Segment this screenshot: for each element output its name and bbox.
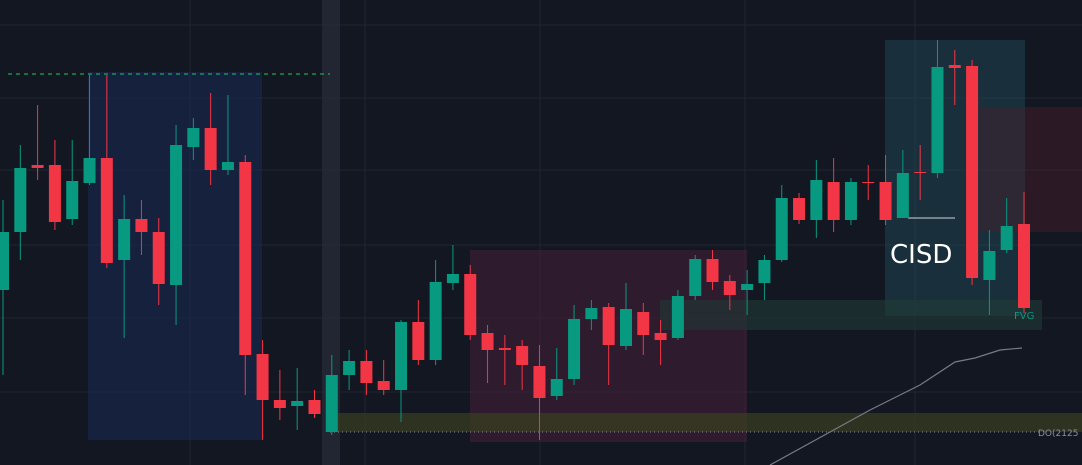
candle-body	[187, 128, 200, 147]
candle-body	[758, 260, 771, 283]
indicator-line	[769, 347, 1023, 465]
candle-body	[568, 319, 581, 379]
candle-body	[775, 198, 788, 260]
candle-body	[100, 158, 113, 263]
candle-body	[221, 162, 234, 170]
candle-body	[654, 333, 667, 340]
candle-body	[931, 67, 944, 173]
candle-body	[0, 232, 9, 290]
cisd-label: CISD	[890, 240, 952, 270]
candle-body	[498, 348, 511, 350]
candle-body	[741, 284, 754, 290]
candle-body	[31, 165, 44, 168]
candle-body	[896, 173, 909, 218]
candle-body	[464, 274, 477, 335]
candle-body	[637, 312, 650, 335]
candle-body	[810, 180, 823, 220]
candle-body	[844, 182, 857, 220]
candle-body	[862, 182, 875, 183]
candle-body	[395, 322, 408, 390]
candle-body	[14, 168, 27, 232]
candle-body	[360, 361, 373, 383]
fvg-box	[660, 300, 1042, 330]
candles	[0, 40, 1030, 440]
zone-box	[980, 107, 1082, 232]
candle-body	[619, 309, 632, 346]
candle-body	[273, 400, 286, 408]
candle-body	[723, 281, 736, 295]
candle-body	[204, 128, 217, 170]
candle-body	[533, 366, 546, 398]
candle-body	[308, 400, 321, 414]
candle-body	[135, 219, 148, 232]
candle-body	[412, 322, 425, 360]
candle-body	[585, 308, 598, 319]
candle-body	[377, 381, 390, 390]
candle-body	[48, 165, 61, 222]
candle-body	[550, 379, 563, 396]
level-label: DO(2125	[1038, 429, 1078, 439]
candle-body	[83, 158, 96, 183]
candle-body	[152, 232, 165, 284]
candle-body	[429, 282, 442, 360]
candle-body	[1018, 224, 1030, 308]
candle-body	[291, 401, 304, 406]
candle-body	[343, 361, 356, 375]
candle-body	[602, 307, 615, 345]
candle-body	[170, 145, 183, 285]
candle-body	[239, 162, 252, 355]
candle-body	[983, 251, 996, 280]
candle-body	[118, 219, 131, 260]
candle-body	[948, 65, 961, 68]
candle-body	[325, 375, 338, 432]
candle-body	[706, 259, 719, 282]
fvg-label: FVG	[1014, 311, 1034, 322]
candle-body	[446, 274, 459, 283]
candle-body	[827, 182, 840, 220]
candle-body	[1000, 226, 1013, 250]
candle-body	[66, 181, 79, 219]
candle-body	[689, 259, 702, 296]
candle-body	[256, 354, 269, 400]
candle-body	[516, 346, 529, 365]
candle-body	[671, 296, 684, 338]
candle-body	[914, 172, 927, 173]
level-band	[330, 413, 1082, 432]
candle-body	[481, 333, 494, 350]
candle-body	[879, 182, 892, 220]
session-bar	[322, 0, 340, 465]
candle-body	[793, 198, 806, 220]
candle-body	[966, 66, 979, 278]
